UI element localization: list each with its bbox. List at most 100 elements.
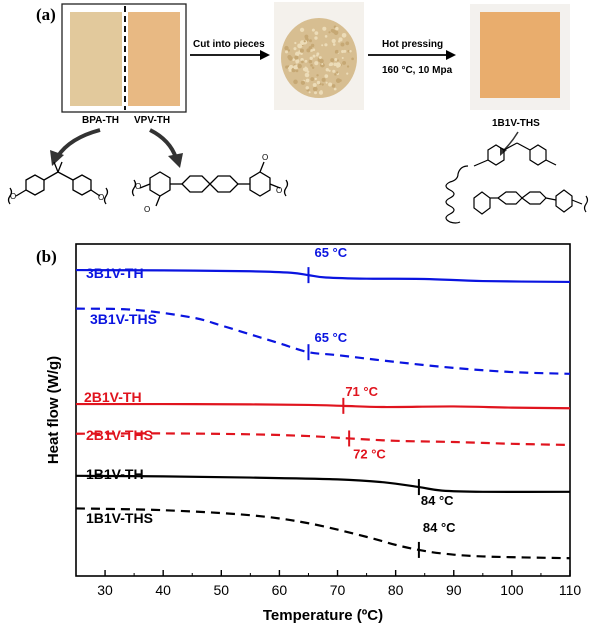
granule	[328, 82, 333, 87]
granule	[308, 59, 313, 64]
x-tick-label: 50	[214, 582, 230, 598]
step2-conditions: 160 °C, 10 Mpa	[382, 65, 453, 76]
panel-a: (a) BPA-TH VPV-TH Cut into pieces Hot pr…	[7, 2, 589, 224]
curve-3b1v-ths	[75, 307, 571, 375]
bpa-oxygen-right: O	[98, 193, 104, 202]
granule	[314, 36, 318, 40]
granule	[338, 37, 343, 42]
granule	[285, 65, 289, 69]
curve-1b1v-ths	[75, 507, 571, 560]
vpv-oxygen-3: O	[262, 153, 268, 162]
granule	[314, 77, 317, 81]
granule	[325, 68, 329, 72]
step2-label: Hot pressing	[382, 39, 443, 50]
bpa-structure	[7, 161, 109, 205]
granule	[328, 31, 331, 34]
granule	[316, 74, 319, 77]
granule	[300, 52, 303, 55]
step1-label: Cut into pieces	[193, 39, 265, 50]
granule	[304, 72, 310, 78]
x-tick-label: 90	[446, 582, 462, 598]
x-tick-label: 80	[388, 582, 404, 598]
granule	[297, 63, 302, 69]
granule	[316, 80, 321, 85]
curves	[75, 267, 571, 560]
vpv-oxygen-4: O	[276, 186, 282, 195]
granule	[316, 52, 320, 56]
granule	[301, 60, 304, 64]
granule	[303, 67, 309, 72]
series-label: 2B1V-THS	[86, 427, 153, 443]
granule	[334, 58, 338, 61]
granule	[328, 69, 331, 72]
process-arrow-2-head	[446, 50, 456, 60]
vpv-structure	[131, 161, 289, 207]
granule	[346, 72, 349, 75]
granule	[334, 49, 339, 54]
granule	[314, 91, 318, 95]
series-label: 1B1V-THS	[86, 510, 153, 526]
curve-labels: 3B1V-TH 65 °C 3B1V-THS 65 °C 2B1V-TH 71 °C 2B1…	[84, 245, 456, 535]
arrow-to-vpv-structure	[149, 128, 178, 159]
granule	[332, 69, 336, 73]
granule	[325, 81, 328, 84]
granule	[321, 44, 324, 47]
vpv-oxygen-1: O	[135, 182, 141, 191]
x-tick-label: 60	[272, 582, 288, 598]
x-axis-title: Temperature (ºC)	[263, 607, 383, 624]
granule	[304, 34, 309, 39]
granule	[322, 26, 327, 31]
granule	[331, 84, 336, 88]
granule	[293, 65, 298, 70]
granule	[295, 51, 300, 57]
granule	[287, 67, 291, 70]
arrow-to-bpa-structure-head	[50, 150, 64, 166]
x-tick-label: 40	[155, 582, 171, 598]
x-tick-label: 30	[97, 582, 113, 598]
granule	[351, 57, 354, 61]
granule	[341, 32, 347, 38]
granule	[305, 78, 310, 83]
granule	[336, 71, 339, 74]
granule	[343, 49, 347, 53]
granule	[300, 57, 304, 62]
granule	[324, 35, 328, 38]
granule	[306, 70, 310, 73]
tg-label: 72 °C	[353, 446, 386, 461]
process-arrow-1-head	[260, 50, 270, 60]
granule	[299, 48, 304, 53]
granule	[318, 90, 323, 95]
granule	[341, 57, 344, 60]
granule	[346, 65, 350, 68]
granule	[308, 46, 312, 50]
series-label: 1B1V-TH	[86, 466, 144, 482]
pieces-texture	[284, 25, 354, 95]
granule	[292, 69, 295, 73]
granule	[341, 50, 345, 54]
granule	[333, 62, 337, 67]
tg-label: 65 °C	[314, 330, 347, 345]
granule	[293, 47, 297, 51]
granule	[336, 59, 339, 62]
granule	[349, 50, 352, 53]
granule	[321, 77, 326, 82]
tg-label: 84 °C	[421, 493, 454, 508]
granule	[305, 86, 309, 90]
granule	[297, 43, 303, 49]
granule	[314, 61, 319, 66]
x-tick-label: 70	[330, 582, 346, 598]
granule	[312, 48, 316, 52]
tg-label: 71 °C	[345, 384, 378, 399]
granule	[312, 82, 317, 87]
granule	[318, 56, 322, 59]
granule	[331, 38, 336, 44]
vpv-th-label: VPV-TH	[134, 115, 170, 126]
granule	[311, 66, 315, 70]
granule	[314, 31, 319, 35]
granule	[321, 83, 324, 86]
granule	[285, 50, 288, 54]
granule	[310, 77, 315, 82]
granule	[294, 41, 297, 45]
